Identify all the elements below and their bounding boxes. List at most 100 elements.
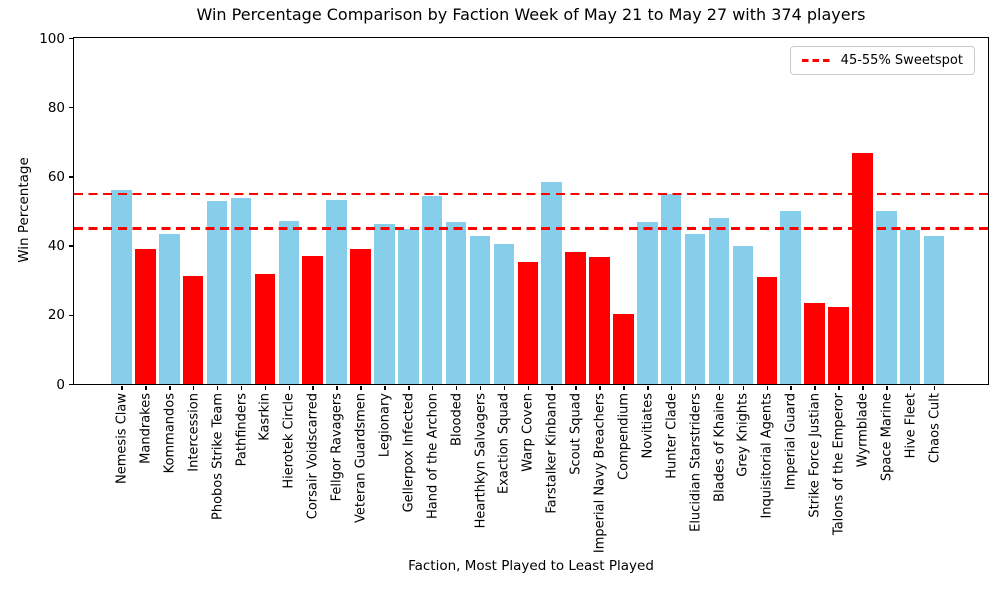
- x-tick-label-imperial-guard: Imperial Guard: [783, 393, 799, 491]
- bar-phobos-strike-team: [206, 200, 228, 384]
- bar-intercession: [182, 276, 204, 384]
- y-tick-mark: [69, 37, 73, 40]
- bar-hearthkyn-salvagers: [469, 236, 491, 384]
- x-tick-mark: [216, 386, 219, 390]
- bar-nemesis-claw: [111, 190, 132, 384]
- x-tick-label-compendium: Compendium: [616, 393, 632, 480]
- y-tick-mark: [69, 245, 73, 247]
- x-tick-mark: [431, 386, 434, 390]
- x-tick-mark: [790, 386, 792, 390]
- x-tick-mark: [503, 386, 506, 390]
- x-tick-label-hearthkyn-salvagers: Hearthkyn Salvagers: [473, 393, 488, 529]
- bar-novitiates: [637, 221, 658, 384]
- x-tick-label-gellerpox-infected: Gellerpox Infected: [401, 393, 417, 513]
- bar-blooded: [445, 222, 467, 384]
- bar-kasrkin: [254, 273, 276, 384]
- x-tick-mark: [766, 386, 769, 390]
- x-tick-mark: [336, 386, 338, 390]
- bar-veteran-guardsmen: [350, 248, 371, 384]
- x-tick-label-novitiates: Novitiates: [640, 393, 656, 459]
- bar-grey-knights: [732, 246, 754, 384]
- x-tick-mark: [862, 386, 864, 390]
- bar-fellgor-ravagers: [326, 199, 347, 384]
- x-tick-label-farstalker-kinband: Farstalker Kinband: [544, 393, 560, 514]
- dashed-line-icon: [801, 59, 831, 62]
- x-tick-mark: [527, 386, 530, 390]
- bar-warp-coven: [517, 262, 539, 384]
- x-tick-mark: [145, 386, 147, 390]
- y-tick-mark: [69, 314, 73, 317]
- y-tick-label-40: 40: [47, 238, 65, 255]
- x-tick-mark: [909, 386, 912, 390]
- y-tick-label-60: 60: [47, 168, 65, 185]
- bar-blades-of-khaine: [708, 217, 730, 384]
- bar-legionary: [374, 223, 395, 384]
- x-tick-label-elucidian-starstriders: Elucidian Starstriders: [688, 393, 704, 532]
- y-tick-mark: [69, 176, 73, 178]
- x-tick-mark: [288, 386, 291, 390]
- x-tick-label-blooded: Blooded: [449, 393, 465, 446]
- x-tick-mark: [240, 386, 243, 390]
- x-tick-label-space-marine: Space Marine: [879, 393, 895, 482]
- x-tick-mark: [192, 386, 195, 390]
- bar-hive-fleet: [899, 229, 921, 384]
- bar-exaction-squad: [493, 243, 515, 384]
- sweetspot-line-55: [74, 192, 988, 195]
- x-tick-mark: [575, 386, 577, 390]
- bar-scout-squad: [565, 252, 586, 384]
- x-tick-label-talons-of-the-emperor: Talons of the Emperor: [831, 393, 847, 536]
- x-tick-mark: [694, 386, 697, 390]
- x-tick-label-phobos-strike-team: Phobos Strike Team: [210, 393, 226, 521]
- y-tick-label-80: 80: [47, 99, 65, 116]
- x-tick-mark: [838, 386, 840, 390]
- x-tick-label-pathfinders: Pathfinders: [234, 393, 249, 467]
- bar-imperial-navy-breachers: [589, 257, 610, 384]
- x-tick-mark: [814, 386, 816, 390]
- bar-hunter-clade: [660, 194, 682, 384]
- bar-inquisitorial-agents: [756, 277, 778, 384]
- x-tick-label-corsair-voidscarred: Corsair Voidscarred: [305, 393, 321, 520]
- bar-compendium: [613, 314, 634, 384]
- bar-mandrakes: [135, 248, 156, 384]
- x-tick-mark: [551, 386, 553, 390]
- y-tick-label-0: 0: [56, 376, 65, 393]
- x-tick-label-hunter-clade: Hunter Clade: [664, 393, 680, 479]
- bar-gellerpox-infected: [398, 228, 419, 384]
- x-tick-label-mandrakes: Mandrakes: [138, 393, 154, 464]
- legend-label: 45-55% Sweetspot: [840, 53, 963, 68]
- x-tick-mark: [121, 386, 123, 390]
- x-tick-mark: [360, 386, 362, 390]
- x-tick-mark: [384, 386, 386, 390]
- x-tick-mark: [264, 386, 267, 390]
- y-axis-label: Win Percentage: [16, 157, 32, 263]
- x-tick-label-scout-squad: Scout Squad: [568, 393, 584, 475]
- x-tick-label-blades-of-khaine: Blades of Khaine: [712, 393, 727, 502]
- bar-imperial-guard: [780, 211, 801, 384]
- x-tick-mark: [647, 386, 649, 390]
- x-tick-label-hand-of-the-archon: Hand of the Archon: [425, 393, 441, 520]
- x-tick-label-hive-fleet: Hive Fleet: [903, 393, 919, 459]
- bar-elucidian-starstriders: [684, 233, 706, 384]
- x-tick-label-strike-force-justian: Strike Force Justian: [807, 393, 823, 518]
- x-tick-label-fellgor-ravagers: Fellgor Ravagers: [329, 393, 345, 502]
- x-tick-mark: [718, 386, 721, 390]
- x-axis-label: Faction, Most Played to Least Played: [408, 558, 654, 574]
- y-tick-mark: [69, 383, 73, 386]
- bar-chaos-cult: [923, 235, 945, 384]
- y-tick-mark: [69, 106, 73, 109]
- x-tick-label-chaos-cult: Chaos Cult: [927, 393, 943, 464]
- x-tick-mark: [599, 386, 601, 390]
- x-tick-label-legionary: Legionary: [377, 393, 393, 458]
- x-tick-mark: [670, 386, 673, 390]
- legend: 45-55% Sweetspot: [789, 46, 975, 75]
- x-tick-label-kommandos: Kommandos: [162, 393, 178, 474]
- y-tick-label-100: 100: [39, 30, 65, 47]
- bar-pathfinders: [230, 198, 252, 384]
- x-tick-label-nemesis-claw: Nemesis Claw: [114, 393, 130, 484]
- x-tick-label-imperial-navy-breachers: Imperial Navy Breachers: [592, 393, 608, 554]
- x-tick-mark: [169, 386, 171, 390]
- x-tick-mark: [455, 386, 458, 390]
- chart-title: Win Percentage Comparison by Faction Wee…: [196, 5, 866, 24]
- x-tick-label-intercession: Intercession: [186, 393, 202, 472]
